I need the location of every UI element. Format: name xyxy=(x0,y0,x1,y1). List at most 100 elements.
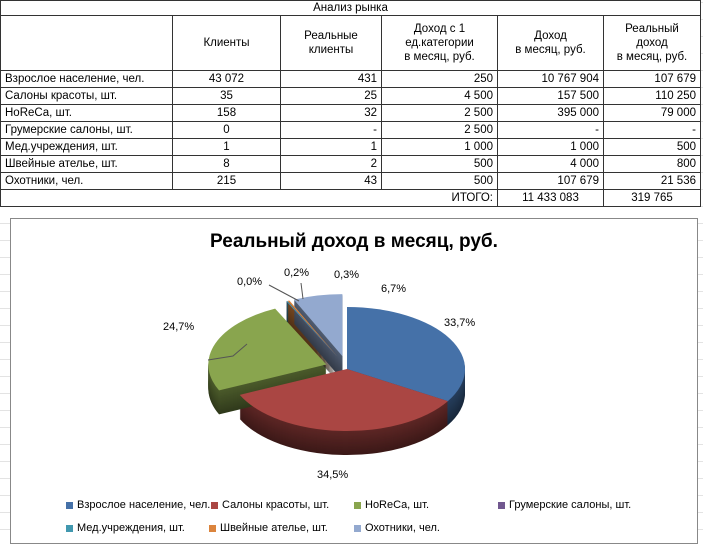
legend-label: Мед.учреждения, шт. xyxy=(77,522,185,534)
table-cell[interactable]: 43 072 xyxy=(172,70,281,88)
table-cell[interactable]: 2 500 xyxy=(381,121,498,139)
legend-item[interactable]: Охотники, чел. xyxy=(354,522,440,534)
table-cell[interactable]: 500 xyxy=(381,172,498,190)
pie-slice[interactable] xyxy=(347,307,465,402)
table-cell[interactable]: 21 536 xyxy=(603,172,701,190)
legend-item[interactable]: HoReCa, шт. xyxy=(354,499,429,511)
table-cell[interactable]: - xyxy=(603,121,701,139)
table-cell[interactable]: 1 000 xyxy=(497,138,604,156)
legend-item[interactable]: Салоны красоты, шт. xyxy=(211,499,329,511)
table-cell[interactable]: 157 500 xyxy=(497,87,604,105)
data-label-2: 24,7% xyxy=(163,321,195,333)
table-cell[interactable]: 1 xyxy=(280,138,382,156)
table-cell[interactable]: 500 xyxy=(381,155,498,173)
table-cell[interactable]: Грумерские салоны, шт. xyxy=(0,121,173,139)
table-cell[interactable]: 8 xyxy=(172,155,281,173)
table-cell[interactable]: 431 xyxy=(280,70,382,88)
column-header: Доход в месяц, руб. xyxy=(497,15,604,71)
table-cell[interactable]: 10 767 904 xyxy=(497,70,604,88)
data-label-4: 0,2% xyxy=(284,267,310,279)
table-cell[interactable]: 43 xyxy=(280,172,382,190)
legend-swatch xyxy=(66,501,73,509)
legend-label: HoReCa, шт. xyxy=(365,499,429,511)
table-cell[interactable]: 35 xyxy=(172,87,281,105)
table-cell[interactable]: HoReCa, шт. xyxy=(0,104,173,122)
table-cell[interactable]: 800 xyxy=(603,155,701,173)
legend-item[interactable]: Грумерские салоны, шт. xyxy=(498,499,631,511)
legend-swatch xyxy=(66,524,73,532)
column-header: Клиенты xyxy=(172,15,281,71)
table-cell[interactable]: 250 xyxy=(381,70,498,88)
table-cell[interactable]: Охотники, чел. xyxy=(0,172,173,190)
table-cell[interactable]: 79 000 xyxy=(603,104,701,122)
column-header: Реальные клиенты xyxy=(280,15,382,71)
legend-swatch xyxy=(211,501,218,509)
legend-label: Грумерские салоны, шт. xyxy=(509,499,632,511)
table-cell[interactable]: 1 000 xyxy=(381,138,498,156)
market-analysis-table: Анализ рынка Клиенты Реальные клиенты Доход … xyxy=(0,0,701,207)
table-cell[interactable]: 500 xyxy=(603,138,701,156)
data-label-1: 34,5% xyxy=(317,469,349,481)
legend-label: Охотники, чел. xyxy=(365,522,440,534)
data-label-5: 0,3% xyxy=(334,269,360,281)
header-line: Доход с 1 xyxy=(413,23,466,35)
leader-line xyxy=(268,284,300,302)
table-cell[interactable]: 215 xyxy=(172,172,281,190)
table-cell[interactable]: Швейные ателье, шт. xyxy=(0,155,173,173)
table-cell[interactable]: - xyxy=(497,121,604,139)
header-line: Доход xyxy=(534,30,567,42)
total-label: ИТОГО: xyxy=(0,189,498,207)
data-label-6: 6,7% xyxy=(381,283,407,295)
table-row: HoReCa, шт. 158 32 2 500 395 000 79 000 xyxy=(0,104,701,122)
table-cell[interactable]: - xyxy=(280,121,382,139)
table-cell[interactable]: 107 679 xyxy=(497,172,604,190)
data-label-0: 33,7% xyxy=(444,317,476,329)
table-cell[interactable]: 4 500 xyxy=(381,87,498,105)
pie-slice[interactable] xyxy=(286,300,338,358)
legend-item[interactable]: Взрослое население, чел. xyxy=(66,499,210,511)
table-cell[interactable]: 395 000 xyxy=(497,104,604,122)
legend-label: Салоны красоты, шт. xyxy=(222,499,330,511)
table-row: Швейные ателье, шт. 8 2 500 4 000 800 xyxy=(0,155,701,173)
total-real-income[interactable]: 319 765 xyxy=(603,189,701,207)
legend-item[interactable]: Мед.учреждения, шт. xyxy=(66,522,185,534)
table-row: Взрослое население, чел. 43 072 431 250 10 7… xyxy=(0,70,701,88)
header-line: в месяц, руб. xyxy=(616,51,688,63)
leader-line xyxy=(207,343,248,361)
pie-plot xyxy=(207,282,465,455)
table-cell[interactable]: Взрослое население, чел. xyxy=(0,70,173,88)
header-line: Клиенты xyxy=(203,37,250,49)
pie-slice[interactable] xyxy=(239,369,448,431)
table-row: Мед.учреждения, шт. 1 1 1 000 1 000 500 xyxy=(0,138,701,156)
column-header: Доход с 1 ед.категории в месяц, руб. xyxy=(381,15,498,71)
header-line: в месяц, руб. xyxy=(515,44,586,56)
legend-swatch xyxy=(354,501,361,509)
table-cell[interactable]: 158 xyxy=(172,104,281,122)
table-cell[interactable]: 32 xyxy=(280,104,382,122)
table-title: Анализ рынка xyxy=(0,0,701,16)
chart-title: Реальный доход в месяц, руб. xyxy=(210,231,498,252)
data-label-3: 0,0% xyxy=(237,276,263,288)
header-line: Реальный xyxy=(625,23,679,35)
table-cell[interactable]: 4 000 xyxy=(497,155,604,173)
column-header xyxy=(0,15,173,71)
legend-item[interactable]: Швейные ателье, шт. xyxy=(209,522,328,534)
pie-slice[interactable] xyxy=(287,300,338,358)
table-cell[interactable]: 25 xyxy=(280,87,382,105)
table-cell[interactable]: 1 xyxy=(172,138,281,156)
total-row: ИТОГО: 11 433 083 319 765 xyxy=(0,189,701,207)
table-cell[interactable]: Мед.учреждения, шт. xyxy=(0,138,173,156)
pie-chart[interactable]: Реальный доход в месяц, руб. 33,7% 34,5%… xyxy=(10,218,698,544)
pie-slice[interactable] xyxy=(208,308,327,391)
column-header: Реальный доход в месяц, руб. xyxy=(603,15,701,71)
total-income[interactable]: 11 433 083 xyxy=(497,189,604,207)
table-cell[interactable]: 0 xyxy=(172,121,281,139)
table-cell[interactable]: 2 500 xyxy=(381,104,498,122)
legend-swatch xyxy=(209,524,216,532)
table-cell[interactable]: 107 679 xyxy=(603,70,701,88)
table-cell[interactable]: 2 xyxy=(280,155,382,173)
header-line: доход xyxy=(636,37,668,49)
table-cell[interactable]: Салоны красоты, шт. xyxy=(0,87,173,105)
pie-slice[interactable] xyxy=(293,294,343,357)
table-cell[interactable]: 110 250 xyxy=(603,87,701,105)
